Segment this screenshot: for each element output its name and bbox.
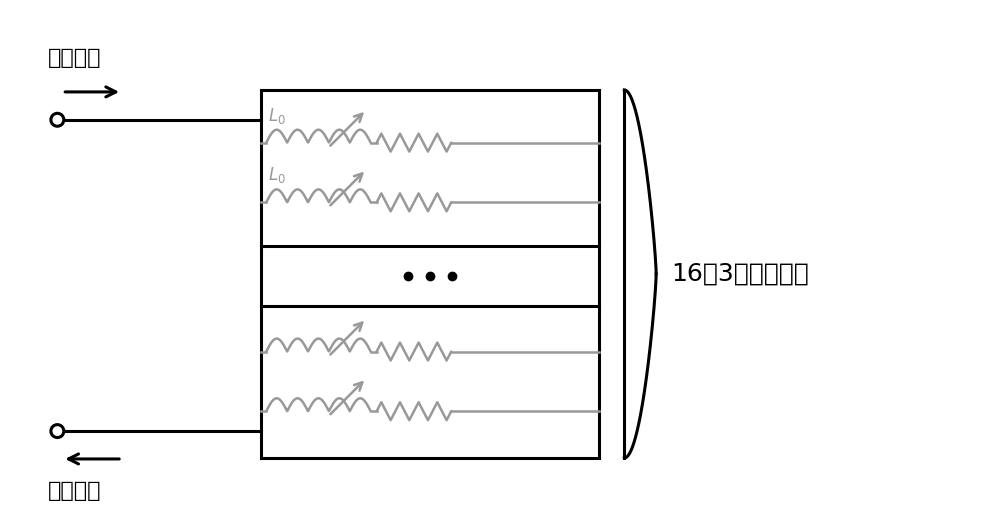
Text: 电流流入: 电流流入 bbox=[47, 481, 101, 501]
Text: 16个3级结构串联: 16个3级结构串联 bbox=[671, 262, 809, 286]
Text: $L_0$: $L_0$ bbox=[268, 106, 286, 126]
Text: $L_0$: $L_0$ bbox=[268, 166, 286, 185]
Text: 电流流入: 电流流入 bbox=[47, 48, 101, 68]
